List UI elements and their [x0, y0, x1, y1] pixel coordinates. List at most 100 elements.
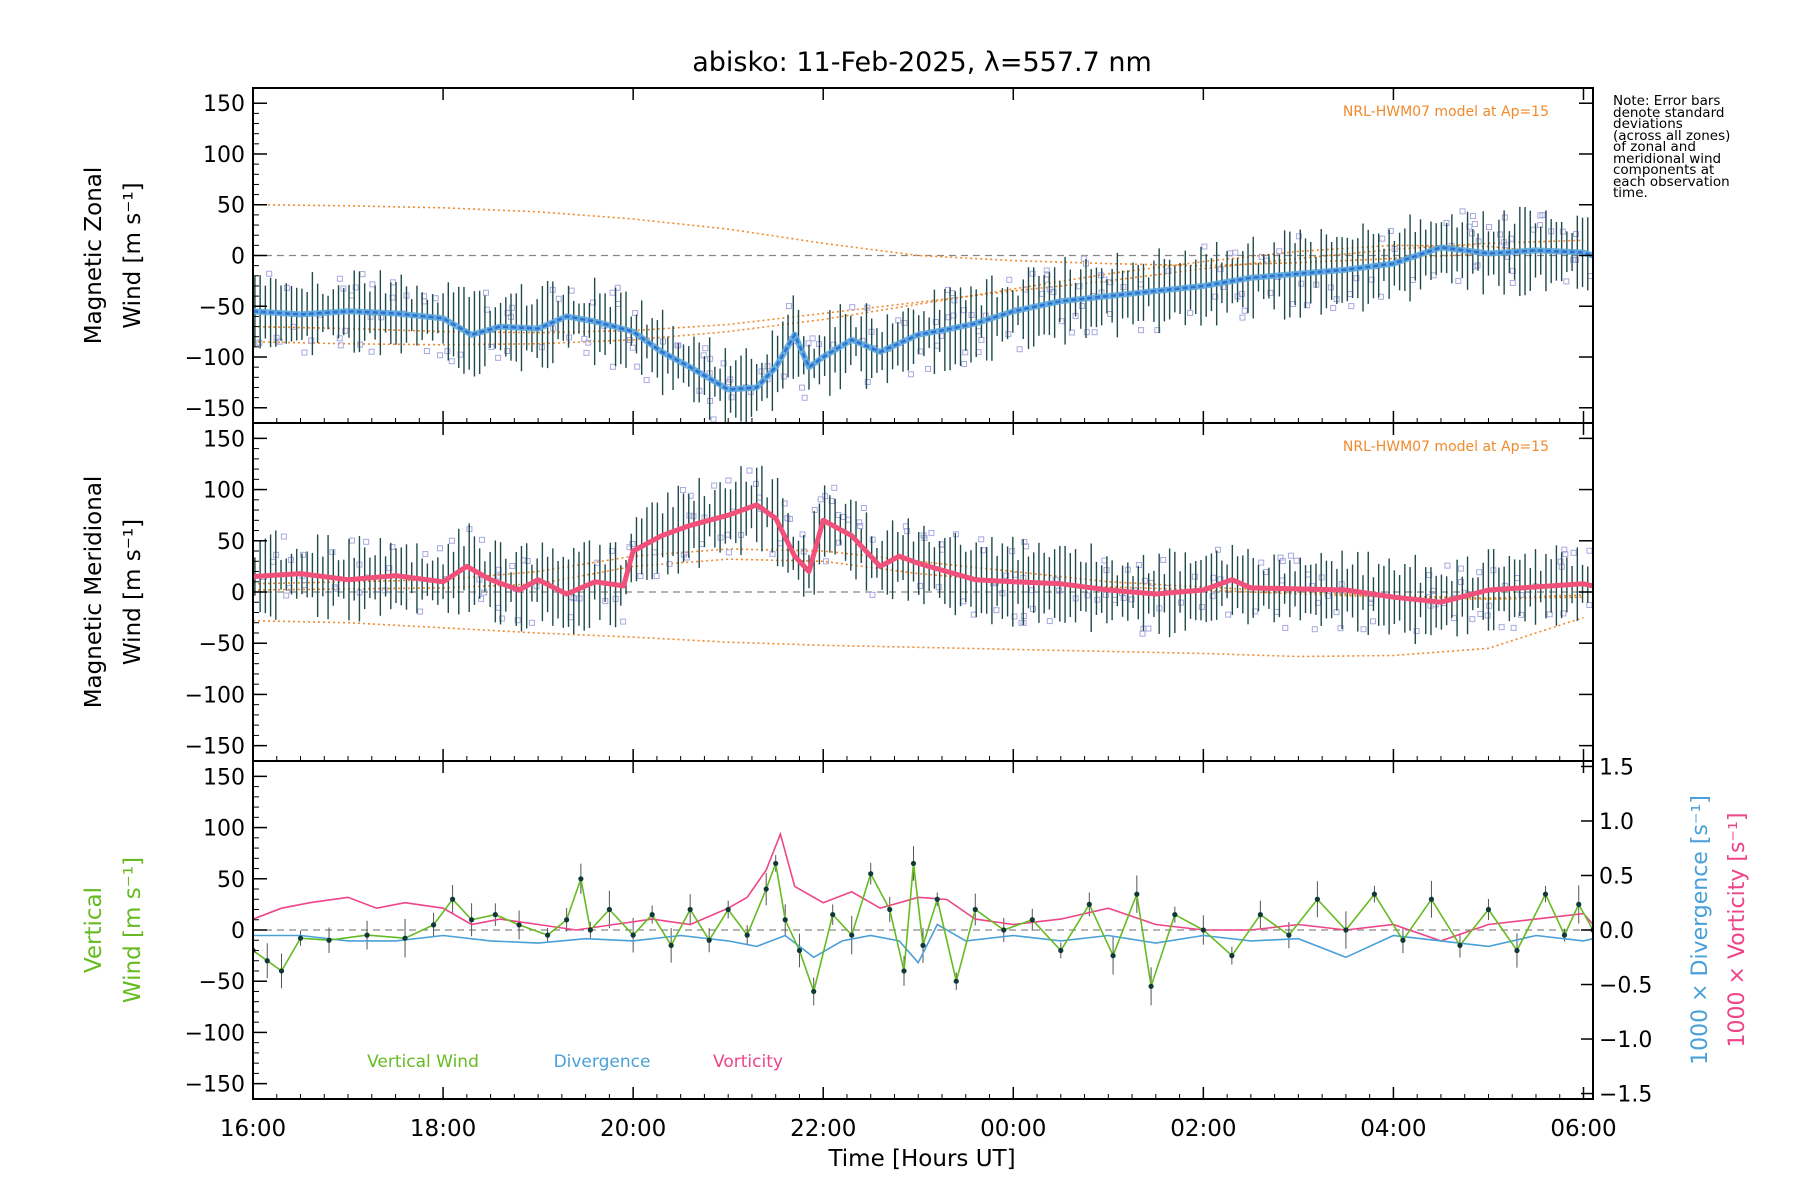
note-line: of zonal and [1613, 139, 1696, 155]
zone-sample-point [1239, 314, 1246, 321]
vertical-wind-point [1457, 942, 1463, 948]
zone-sample-point [917, 583, 924, 590]
zone-sample-point [935, 584, 942, 591]
zone-sample-point [1498, 624, 1505, 631]
zone-sample-point [1187, 309, 1194, 316]
y-tick-label: 0 [231, 581, 245, 606]
zone-sample-point [1120, 284, 1127, 291]
vertical-wind-point [1058, 947, 1064, 954]
vertical-wind-point [1428, 896, 1435, 902]
zone-sample-point [329, 549, 336, 556]
y-tick-label: 150 [203, 427, 245, 452]
zonal-frame [252, 87, 1594, 424]
zone-sample-point [457, 351, 464, 358]
zone-sample-point [417, 608, 424, 615]
model-label: NRL-HWM07 model at Ap=15 [1343, 439, 1549, 455]
zone-sample-point [1353, 275, 1360, 282]
legend-vorticity: Vorticity [713, 1052, 783, 1072]
zone-sample-point [1459, 208, 1466, 215]
zone-sample-point [420, 293, 427, 300]
zone-sample-point [1497, 231, 1504, 238]
zone-sample-point [1469, 616, 1476, 623]
zone-sample-point [1471, 221, 1478, 228]
zone-sample-point [928, 529, 935, 536]
vertical-wind-point [492, 912, 498, 918]
zone-sample-point [389, 543, 396, 550]
zone-sample-point [1005, 331, 1012, 338]
zone-sample-point [1387, 227, 1394, 234]
x-tick-label: 00:00 [980, 1116, 1046, 1142]
vertical-wind-point [326, 937, 332, 943]
zone-sample-point [1413, 628, 1420, 635]
y-tick-label: −100 [185, 1021, 245, 1046]
y-tick-label: 50 [217, 530, 245, 555]
zone-sample-point [1139, 630, 1146, 637]
zone-sample-point [1282, 624, 1289, 631]
zone-sample-point [1273, 608, 1280, 615]
zone-sample-point [1330, 305, 1337, 312]
zone-sample-point [1267, 289, 1274, 296]
zone-sample-point [1165, 267, 1172, 274]
zone-sample-point [381, 587, 388, 594]
zone-sample-point [710, 416, 717, 423]
zone-sample-point [746, 467, 753, 474]
zone-sample-point [509, 563, 516, 570]
zone-sample-point [1311, 626, 1318, 633]
vertical-wind-point [364, 932, 370, 938]
vertical-wind-point [564, 917, 570, 923]
zone-sample-point [856, 519, 863, 526]
vertical-wind-point [587, 927, 593, 933]
zone-sample-point [993, 607, 1000, 614]
zone-sample-point [643, 377, 650, 384]
zone-sample-point [1050, 289, 1057, 296]
vertical-wind-point [297, 935, 304, 941]
zone-sample-point [342, 327, 349, 334]
zone-sample-point [1232, 249, 1239, 256]
y-tick-label: 0 [231, 919, 245, 944]
vertical-wind-point [934, 896, 940, 902]
vertical-wind-point [887, 906, 893, 913]
vertical-wind-point [1286, 932, 1292, 938]
zone-sample-point [1103, 591, 1110, 598]
zone-sample-point [1076, 283, 1083, 290]
zone-sample-point [1094, 596, 1101, 603]
zone-sample-point [860, 504, 867, 511]
vertical-wind-point [782, 917, 788, 923]
legend-divergence: Divergence [554, 1052, 651, 1072]
zone-sample-point [970, 611, 977, 618]
zone-sample-point [1586, 602, 1593, 609]
zone-sample-point [925, 365, 932, 372]
vertical-wind-point [630, 932, 636, 938]
zone-sample-point [363, 538, 370, 545]
zone-sample-point [504, 310, 511, 317]
vertical-wind-point [264, 958, 270, 964]
zone-sample-point [680, 486, 687, 493]
vertical-wind-point [849, 932, 855, 938]
zone-sample-point [1469, 230, 1476, 237]
zone-sample-point [626, 337, 633, 344]
zone-sample-point [1457, 565, 1464, 572]
vertical-wind-point [830, 912, 836, 918]
zone-sample-point [1484, 612, 1491, 619]
zone-sample-point [482, 289, 489, 296]
zone-sample-point [895, 317, 902, 324]
zone-sample-point [629, 344, 636, 351]
zone-sample-point [932, 318, 939, 325]
vertical-wind-point [901, 968, 907, 974]
zone-sample-point [1457, 579, 1464, 586]
zone-sample-point [1337, 625, 1344, 632]
zone-sample-point [349, 537, 356, 544]
zone-sample-point [1546, 611, 1553, 618]
x-tick-label: 06:00 [1550, 1116, 1616, 1142]
zone-sample-point [436, 545, 443, 552]
vertical-wind-point [811, 988, 817, 995]
zone-sample-point [1128, 596, 1135, 603]
zone-sample-point [481, 589, 488, 596]
zone-sample-point [629, 540, 636, 547]
mean-wind-line [253, 246, 1593, 391]
zone-sample-point [1502, 242, 1509, 249]
y2-axis-label-vorticity: 1000 × Vorticity [s⁻¹] [1725, 813, 1750, 1048]
y-tick-label: 100 [203, 817, 245, 842]
zone-sample-point [1510, 624, 1517, 631]
x-tick-label: 20:00 [600, 1116, 666, 1142]
